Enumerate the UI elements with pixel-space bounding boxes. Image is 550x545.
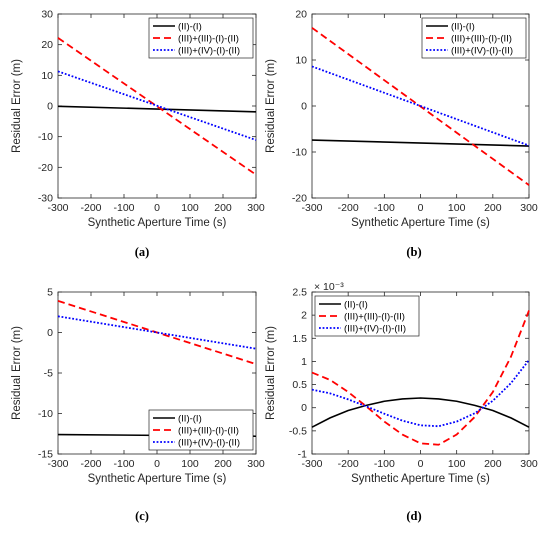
x-tick-label: -300 xyxy=(47,458,68,470)
x-tick-label: 0 xyxy=(154,202,160,214)
x-tick-label: 0 xyxy=(154,458,160,470)
chart-panel-3: -300 -200 -100 0 100 200 300 -15 -10 -5 0 5 Syntheti… xyxy=(11,287,265,524)
y-tick-label: 2.5 xyxy=(292,287,307,299)
x-tick-label: 200 xyxy=(484,458,502,470)
y-tick-label: 1.5 xyxy=(292,333,307,345)
y-axis-label: Residual Error (m) xyxy=(11,59,23,153)
legend-entry-2: (III)+(III)-(I)-(II) xyxy=(344,311,405,322)
x-tick-label: 100 xyxy=(181,202,199,214)
y-tick-label: 10 xyxy=(41,70,53,82)
y-tick-label: -20 xyxy=(38,162,53,174)
series-line-3 xyxy=(311,65,530,147)
x-tick-label: -300 xyxy=(301,458,322,470)
series-line-1 xyxy=(311,397,530,428)
x-tick-label: 100 xyxy=(448,202,466,214)
legend-entry-1: (II)-(I) xyxy=(451,21,475,32)
x-axis-label: Synthetic Aperture Time (s) xyxy=(351,473,490,485)
legend: (II)-(I)(III)+(III)-(I)-(II)(III)+(IV)-(… xyxy=(421,17,527,59)
y-tick-label: -10 xyxy=(292,147,307,159)
legend: (II)-(I)(III)+(III)-(I)-(II)(III)+(IV)-(… xyxy=(148,17,254,59)
series-line-3 xyxy=(57,70,257,141)
chart-panel-1: -300 -200 -100 0 100 200 300-30-20-100102030Sy… xyxy=(11,9,265,260)
series-line-2 xyxy=(57,300,257,365)
y-axis-label: Residual Error (m) xyxy=(265,326,277,420)
legend-entry-3: (III)+(IV)-(I)-(II) xyxy=(344,323,406,334)
y-tick-label: -5 xyxy=(44,368,53,380)
chart-panel-4: -300 -200 -100 0 100 200 300 -1 -0.5 0 0.5 1 1.5 2 2.5… xyxy=(265,281,538,523)
x-tick-label: 300 xyxy=(520,202,538,214)
legend-entry-2: (III)+(III)-(I)-(II) xyxy=(178,33,239,44)
x-tick-label: 200 xyxy=(484,202,502,214)
y-tick-label: 10 xyxy=(295,55,307,67)
legend-entry-2: (III)+(III)-(I)-(II) xyxy=(451,33,512,44)
x-tick-label: -100 xyxy=(374,202,395,214)
x-axis-label: Synthetic Aperture Time (s) xyxy=(351,217,490,229)
y-tick-label: -10 xyxy=(38,408,53,420)
y-exponent-label: × 10⁻³ xyxy=(314,281,344,293)
series-line-3 xyxy=(57,315,257,350)
x-tick-label: -200 xyxy=(338,458,359,470)
y-tick-label: 0 xyxy=(301,402,307,414)
x-tick-label: -200 xyxy=(80,458,101,470)
legend-entry-1: (II)-(I) xyxy=(178,21,202,32)
y-tick-label: 30 xyxy=(41,9,53,21)
y-tick-label: -10 xyxy=(38,131,53,143)
legend-entry-3: (III)+(IV)-(I)-(II) xyxy=(178,45,240,56)
y-tick-label: -20 xyxy=(292,193,307,205)
x-tick-label: 100 xyxy=(181,458,199,470)
x-tick-label: -200 xyxy=(338,202,359,214)
legend-entry-2: (III)+(III)-(I)-(II) xyxy=(178,425,239,436)
x-tick-label: -300 xyxy=(301,202,322,214)
y-tick-label: -1 xyxy=(298,449,307,461)
x-tick-label: 0 xyxy=(418,458,424,470)
y-tick-label: 0 xyxy=(301,101,307,113)
y-tick-label: -0.5 xyxy=(289,425,307,437)
x-tick-label: 200 xyxy=(214,458,232,470)
y-tick-label: 0 xyxy=(47,327,53,339)
panel-label: (b) xyxy=(406,245,421,259)
x-tick-label: 300 xyxy=(247,202,265,214)
y-tick-label: -30 xyxy=(38,193,53,205)
panel-label: (d) xyxy=(406,509,421,523)
x-tick-label: 200 xyxy=(214,202,232,214)
x-tick-label: -300 xyxy=(47,202,68,214)
series-line-1 xyxy=(311,139,530,147)
x-tick-label: -100 xyxy=(113,458,134,470)
series-line-1 xyxy=(57,105,257,113)
x-axis-label: Synthetic Aperture Time (s) xyxy=(88,217,227,229)
y-axis-label: Residual Error (m) xyxy=(265,59,277,153)
series-line-3 xyxy=(311,359,530,428)
panel-label: (c) xyxy=(135,509,149,523)
y-tick-label: 1 xyxy=(301,356,307,368)
x-tick-label: 0 xyxy=(418,202,424,214)
y-tick-label: 0.5 xyxy=(292,379,307,391)
x-tick-label: 300 xyxy=(247,458,265,470)
legend-entry-1: (II)-(I) xyxy=(178,413,202,424)
x-tick-label: 100 xyxy=(448,458,466,470)
y-tick-label: -15 xyxy=(38,449,53,461)
chart-panel-2: -300 -200 -100 0 100 200 300-20-1001020Synthet… xyxy=(265,9,538,260)
y-axis-label: Residual Error (m) xyxy=(11,326,23,420)
legend-entry-3: (III)+(IV)-(I)-(II) xyxy=(178,437,240,448)
y-tick-label: 2 xyxy=(301,310,307,322)
legend: (II)-(I)(III)+(III)-(I)-(II)(III)+(IV)-(… xyxy=(148,409,254,451)
series-line-2 xyxy=(57,37,257,176)
x-tick-label: -200 xyxy=(80,202,101,214)
y-tick-label: 0 xyxy=(47,101,53,113)
legend: (II)-(I)(III)+(III)-(I)-(II)(III)+(IV)-(… xyxy=(314,295,420,337)
x-tick-label: -100 xyxy=(113,202,134,214)
x-axis-label: Synthetic Aperture Time (s) xyxy=(88,473,227,485)
x-tick-label: -100 xyxy=(374,458,395,470)
legend-entry-3: (III)+(IV)-(I)-(II) xyxy=(451,45,513,56)
panel-label: (a) xyxy=(135,245,150,259)
y-tick-label: 20 xyxy=(41,39,53,51)
x-tick-label: 300 xyxy=(520,458,538,470)
y-tick-label: 20 xyxy=(295,9,307,21)
series-line-2 xyxy=(311,310,530,446)
legend-entry-1: (II)-(I) xyxy=(344,299,368,310)
y-tick-label: 5 xyxy=(47,287,53,299)
